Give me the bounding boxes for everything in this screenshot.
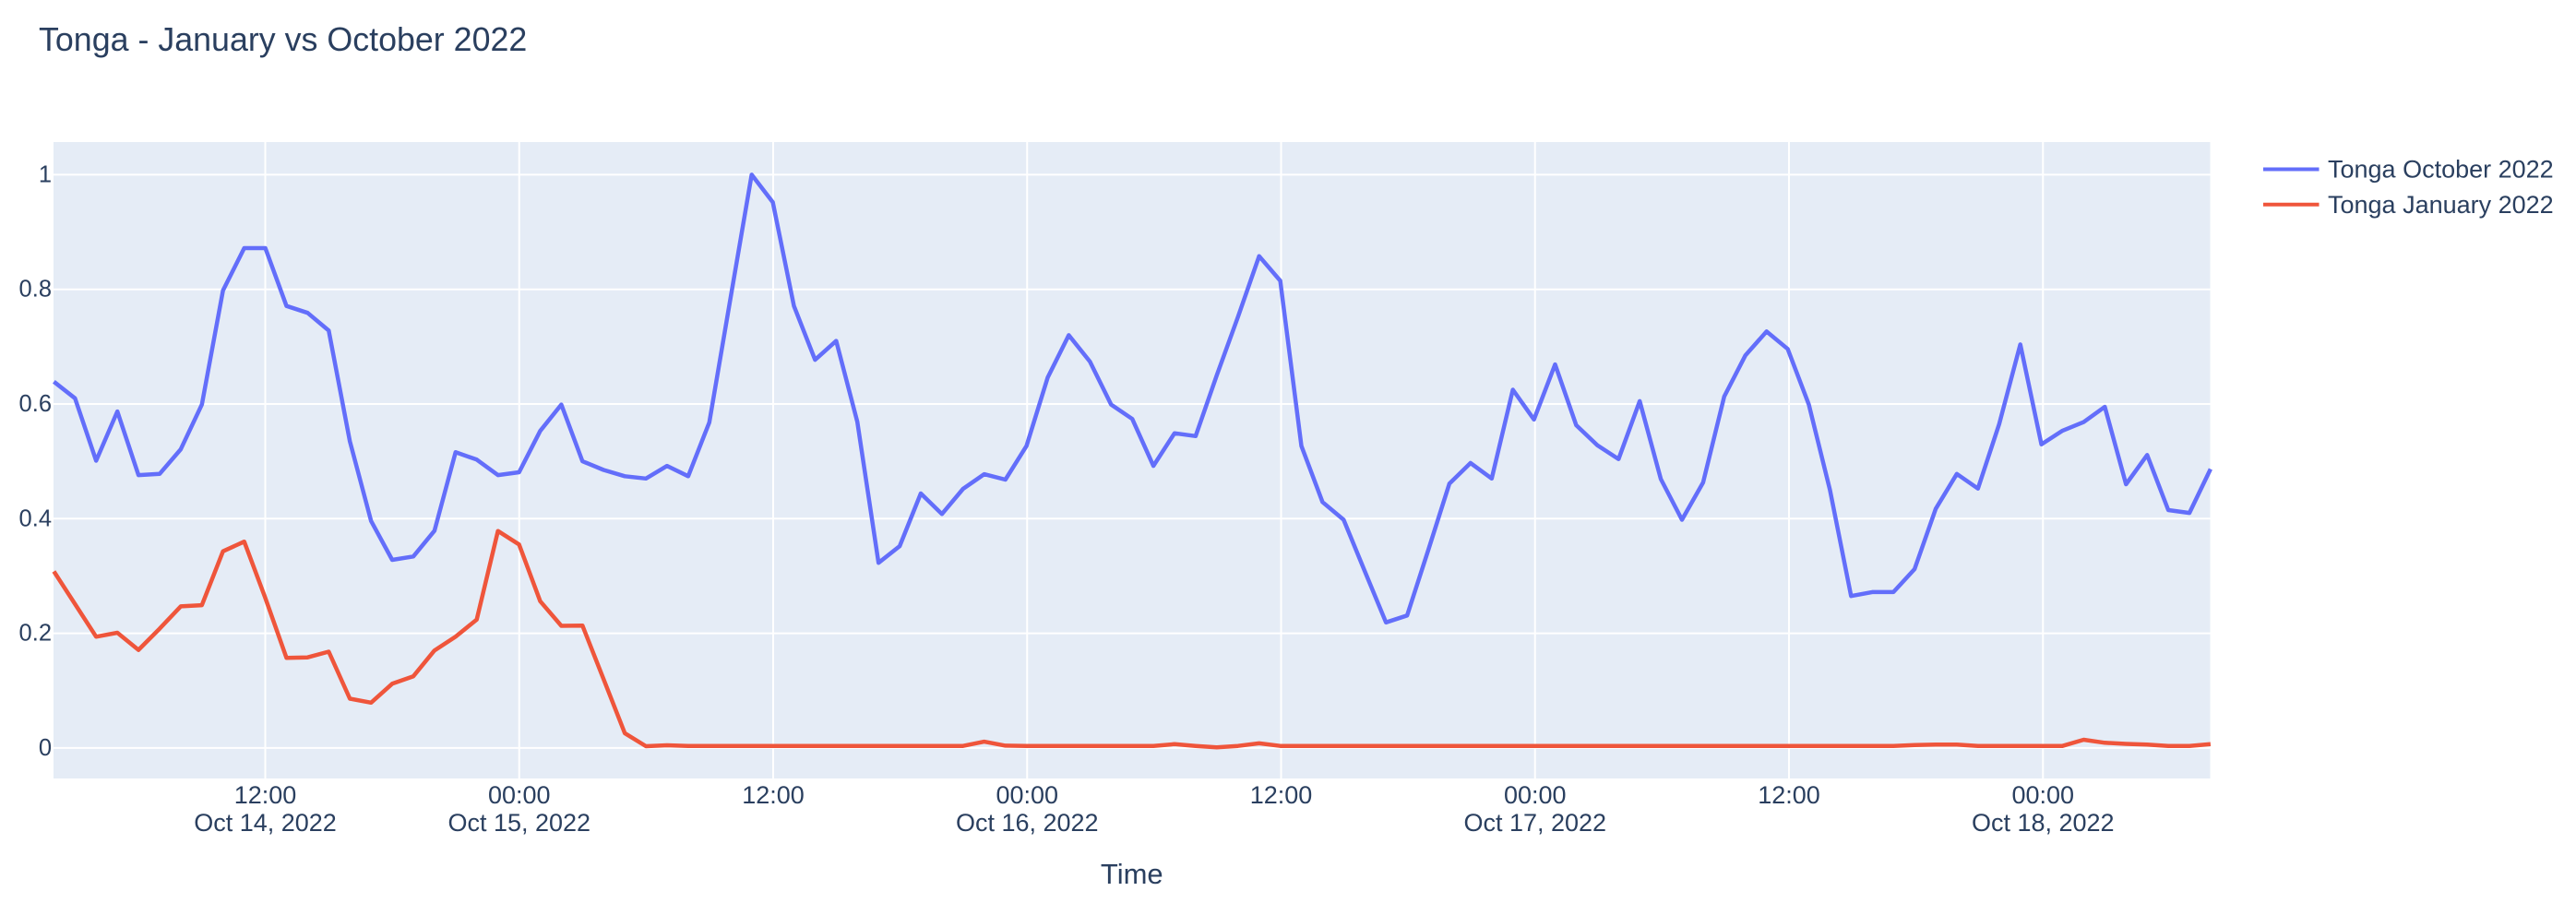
- svg-text:Tonga - January vs October 202: Tonga - January vs October 2022: [39, 21, 527, 58]
- svg-text:12:00: 12:00: [1758, 781, 1820, 809]
- svg-text:Oct 15, 2022: Oct 15, 2022: [447, 809, 590, 837]
- svg-text:0.6: 0.6: [19, 391, 52, 417]
- svg-text:0: 0: [39, 735, 52, 761]
- svg-text:Oct 18, 2022: Oct 18, 2022: [1972, 809, 2115, 837]
- svg-text:0.4: 0.4: [19, 505, 52, 531]
- svg-text:00:00: 00:00: [1504, 781, 1567, 809]
- svg-text:Time: Time: [1101, 858, 1163, 890]
- svg-text:00:00: 00:00: [2011, 781, 2074, 809]
- svg-text:Tonga October 2022: Tonga October 2022: [2328, 156, 2554, 184]
- svg-text:Oct 16, 2022: Oct 16, 2022: [956, 809, 1099, 837]
- svg-text:Oct 14, 2022: Oct 14, 2022: [194, 809, 337, 837]
- svg-text:Oct 17, 2022: Oct 17, 2022: [1463, 809, 1606, 837]
- svg-text:0.2: 0.2: [19, 621, 52, 647]
- svg-text:0.8: 0.8: [19, 277, 52, 303]
- svg-text:12:00: 12:00: [1250, 781, 1313, 809]
- svg-text:1: 1: [39, 161, 52, 187]
- svg-text:12:00: 12:00: [234, 781, 297, 809]
- svg-text:Tonga January 2022: Tonga January 2022: [2328, 191, 2554, 219]
- svg-text:12:00: 12:00: [742, 781, 805, 809]
- svg-text:00:00: 00:00: [488, 781, 551, 809]
- svg-text:00:00: 00:00: [996, 781, 1058, 809]
